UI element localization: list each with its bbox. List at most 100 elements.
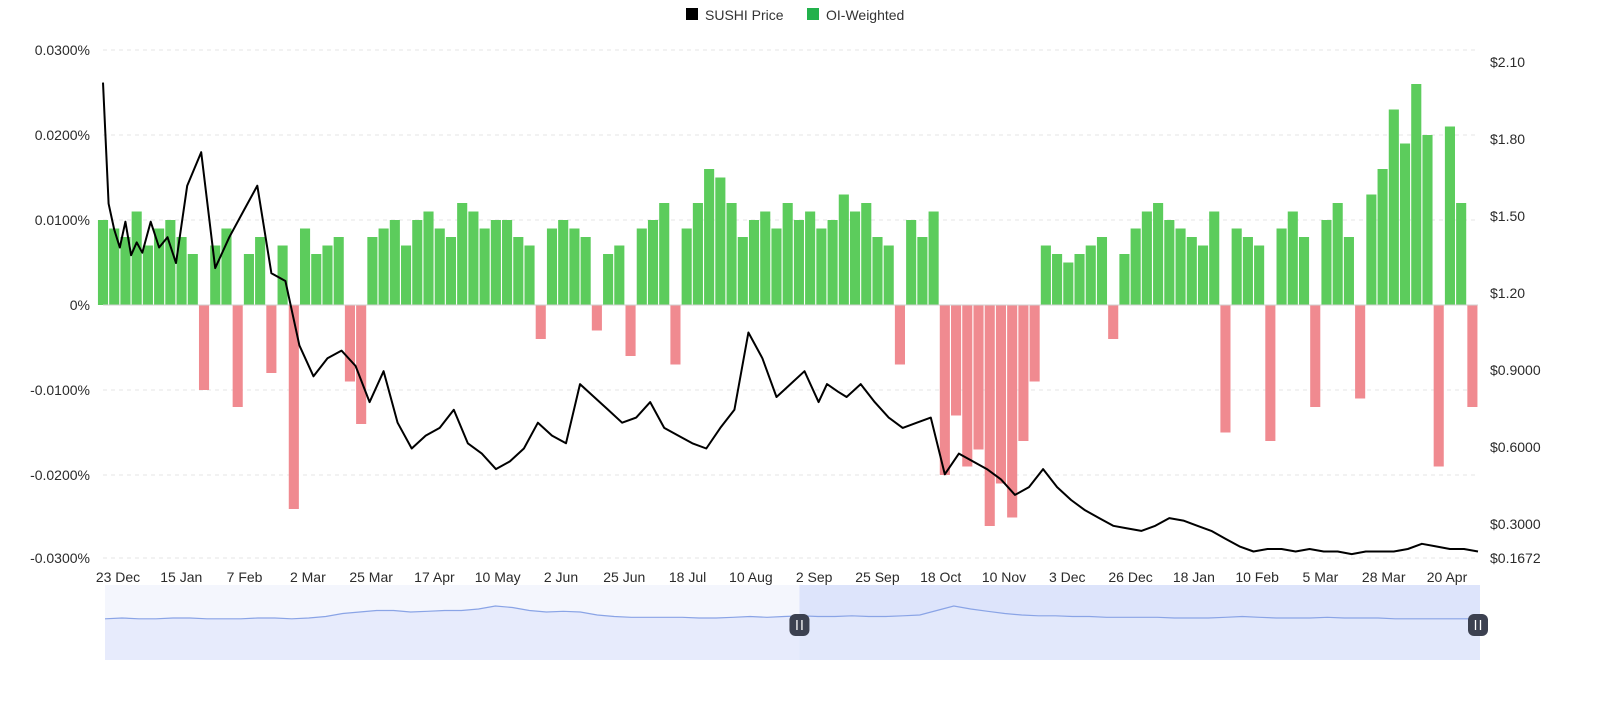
right-axis-tick-label: $0.3000 <box>1490 516 1541 532</box>
oi-bar-positive <box>849 211 861 305</box>
oi-bar-negative <box>984 305 995 526</box>
oi-bar-positive <box>659 203 670 305</box>
oi-bar-positive <box>603 254 614 305</box>
x-axis-tick-label: 17 Apr <box>414 569 455 585</box>
oi-bar-negative <box>535 305 546 339</box>
oi-bar-positive <box>221 228 232 305</box>
oi-bar-positive <box>1141 211 1152 305</box>
oi-bar-negative <box>356 305 367 424</box>
oi-bar-positive <box>1040 245 1051 305</box>
oi-bar-positive <box>1052 254 1063 305</box>
oi-bar-negative <box>995 305 1007 484</box>
x-axis-tick-label: 25 Mar <box>349 569 393 585</box>
oi-bar-positive <box>423 211 434 305</box>
legend-label-price[interactable]: SUSHI Price <box>705 7 784 23</box>
left-axis: 0.0300% 0.0200% 0.0100% 0% -0.0100% -0.0200% -… <box>30 42 90 566</box>
right-axis-tick-label: $0.1672 <box>1490 550 1541 566</box>
left-axis-tick-label: 0% <box>70 297 90 313</box>
oi-bar-negative <box>591 305 602 331</box>
x-axis-tick-label: 2 Sep <box>796 569 833 585</box>
legend-swatch-price[interactable] <box>686 8 698 20</box>
oi-bar-negative <box>1029 305 1040 382</box>
legend-label-oi[interactable]: OI-Weighted <box>826 7 904 23</box>
x-axis-tick-label: 18 Jul <box>669 569 706 585</box>
oi-bar-positive <box>1321 220 1332 305</box>
oi-bar-positive <box>412 220 423 305</box>
navigator-handle-grip[interactable] <box>1468 614 1488 636</box>
legend: SUSHI Price OI-Weighted <box>686 7 904 23</box>
oi-bar-positive <box>580 237 591 305</box>
oi-bar-positive <box>513 237 524 305</box>
oi-bar-positive <box>1242 237 1253 305</box>
oi-bar-positive <box>120 237 131 305</box>
oi-bar-positive <box>636 228 647 305</box>
oi-bar-positive <box>906 220 917 305</box>
oi-bar-positive <box>333 237 344 305</box>
oi-bar-positive <box>165 220 176 305</box>
right-axis-tick-label: $1.80 <box>1490 131 1525 147</box>
oi-bar-positive <box>378 228 389 305</box>
x-axis-tick-label: 10 Feb <box>1235 569 1279 585</box>
oi-bar-positive <box>1254 245 1265 305</box>
oi-bar-positive <box>1298 237 1310 305</box>
sushi-price-line <box>102 82 1479 556</box>
oi-bar-positive <box>737 237 748 305</box>
oi-bar-positive <box>872 237 883 305</box>
oi-bar-positive <box>704 169 715 305</box>
left-axis-tick-label: 0.0100% <box>35 212 90 228</box>
oi-bar-negative <box>894 305 905 365</box>
oi-bar-positive <box>1074 254 1085 305</box>
x-axis-tick-label: 26 Dec <box>1108 569 1152 585</box>
oi-bar-positive <box>109 228 120 305</box>
navigator-right-handle[interactable] <box>1468 614 1488 636</box>
oi-bar-positive <box>311 254 322 305</box>
oi-bar-positive <box>1153 203 1164 305</box>
x-axis-tick-label: 28 Mar <box>1362 569 1406 585</box>
oi-bar-positive <box>827 220 838 305</box>
oi-bar-positive <box>1164 220 1175 305</box>
oi-bar-positive <box>468 211 479 305</box>
price-line-group <box>102 82 1479 556</box>
oi-bar-positive <box>1175 228 1186 305</box>
oi-bar-positive <box>1377 169 1388 305</box>
right-axis-tick-label: $0.9000 <box>1490 362 1541 378</box>
oi-bar-positive <box>917 237 928 305</box>
oi-bar-positive <box>154 228 165 305</box>
x-axis-tick-label: 23 Dec <box>96 569 140 585</box>
oi-bar-positive <box>1085 245 1096 305</box>
oi-bar-positive <box>1186 237 1197 305</box>
oi-bar-positive <box>322 245 333 305</box>
right-axis: $2.10 $1.80 $1.50 $1.20 $0.9000 $0.6000 $0.300… <box>1490 54 1541 566</box>
oi-bar-positive <box>692 203 703 305</box>
oi-bar-negative <box>670 305 681 365</box>
oi-bar-positive <box>647 220 659 305</box>
oi-bar-positive <box>569 228 580 305</box>
navigator-left-handle[interactable] <box>789 614 810 636</box>
oi-bar-positive <box>299 228 311 305</box>
oi-bar-positive <box>1411 84 1422 305</box>
navigator[interactable] <box>104 585 1488 660</box>
x-axis-tick-label: 5 Mar <box>1303 569 1339 585</box>
oi-bar-negative <box>266 305 277 373</box>
navigator-handle-grip[interactable] <box>789 614 810 636</box>
oi-bar-positive <box>434 228 445 305</box>
left-axis-tick-label: 0.0300% <box>35 42 90 58</box>
oi-bar-positive <box>1332 203 1343 305</box>
left-axis-tick-label: 0.0200% <box>35 127 90 143</box>
oi-bar-negative <box>1467 305 1478 407</box>
oi-bar-negative <box>1018 305 1029 441</box>
oi-bar-positive <box>401 245 412 305</box>
oi-bar-positive <box>176 237 187 305</box>
legend-swatch-oi[interactable] <box>807 8 819 20</box>
oi-bar-positive <box>1231 228 1242 305</box>
oi-bar-negative <box>1108 305 1119 339</box>
right-axis-tick-label: $1.20 <box>1490 285 1525 301</box>
oi-bar-positive <box>524 245 535 305</box>
oi-bar-positive <box>1130 228 1141 305</box>
oi-bar-positive <box>748 220 760 305</box>
x-axis-tick-label: 2 Mar <box>290 569 326 585</box>
x-axis-tick-label: 18 Oct <box>920 569 961 585</box>
right-axis-tick-label: $2.10 <box>1490 54 1525 70</box>
x-axis-tick-label: 7 Feb <box>227 569 263 585</box>
